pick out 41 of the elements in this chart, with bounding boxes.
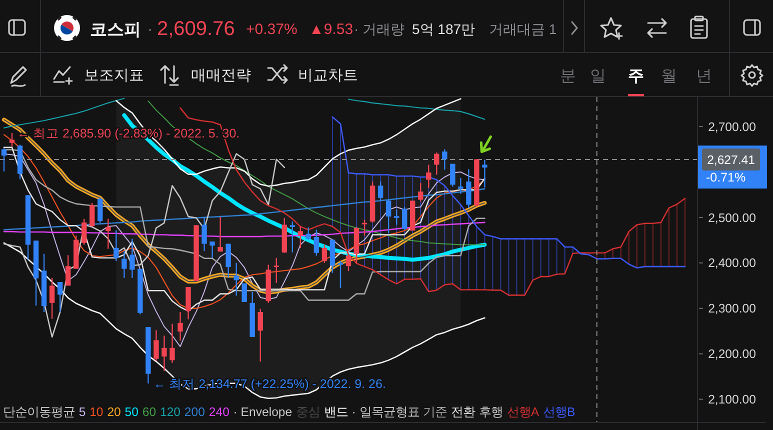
text: 선행B [543, 405, 576, 419]
text: 선행A [506, 405, 540, 419]
annotation: · Envelope [233, 405, 292, 419]
annotation: 단순이동평균 [3, 405, 75, 419]
y-tick-label: 2,400.00 [708, 256, 756, 270]
text: 2,609.76 [157, 18, 235, 40]
text: 5억 187만 [412, 21, 476, 37]
text: 60 [142, 405, 156, 419]
text: 전환 [451, 405, 476, 419]
text: ▲9.53 [309, 21, 354, 38]
text: 50 [124, 405, 139, 419]
y-tick-label: 2,100.00 [708, 392, 756, 407]
text: 거래대금 1 [489, 21, 557, 37]
text: 분 [560, 68, 576, 85]
text: 5 [78, 405, 86, 419]
annotation: · 일목균형표 [352, 405, 420, 419]
text: 보조지표 [84, 67, 144, 84]
text: 밴드 [324, 405, 348, 419]
text: 주 [628, 68, 644, 85]
text: 20 [107, 405, 122, 419]
y-tick-label: 2,700.00 [708, 120, 756, 134]
text: 240 [208, 405, 230, 419]
text: · 거래량 [354, 21, 405, 37]
text: 기준 [423, 405, 448, 419]
text: 월 [661, 68, 677, 85]
y-tick-label: 2,200.00 [708, 347, 756, 362]
text: 200 [184, 405, 206, 419]
chart-title: 코스피 [90, 20, 141, 39]
text: 120 [160, 405, 181, 419]
text: 년 [696, 68, 712, 85]
text: 비교차트 [298, 67, 358, 84]
text: -0.71% [706, 170, 746, 185]
y-tick-label: 2,500.00 [708, 210, 756, 225]
text: 매매전략 [191, 67, 251, 84]
text: 후행 [479, 405, 503, 419]
text: +0.37% [246, 21, 298, 38]
text: · [148, 21, 152, 38]
ref-line-label: 2,627.41 [707, 152, 756, 167]
text: 일 [590, 68, 606, 85]
text: 10 [90, 405, 104, 419]
y-tick-label: 2,300.00 [708, 302, 756, 316]
